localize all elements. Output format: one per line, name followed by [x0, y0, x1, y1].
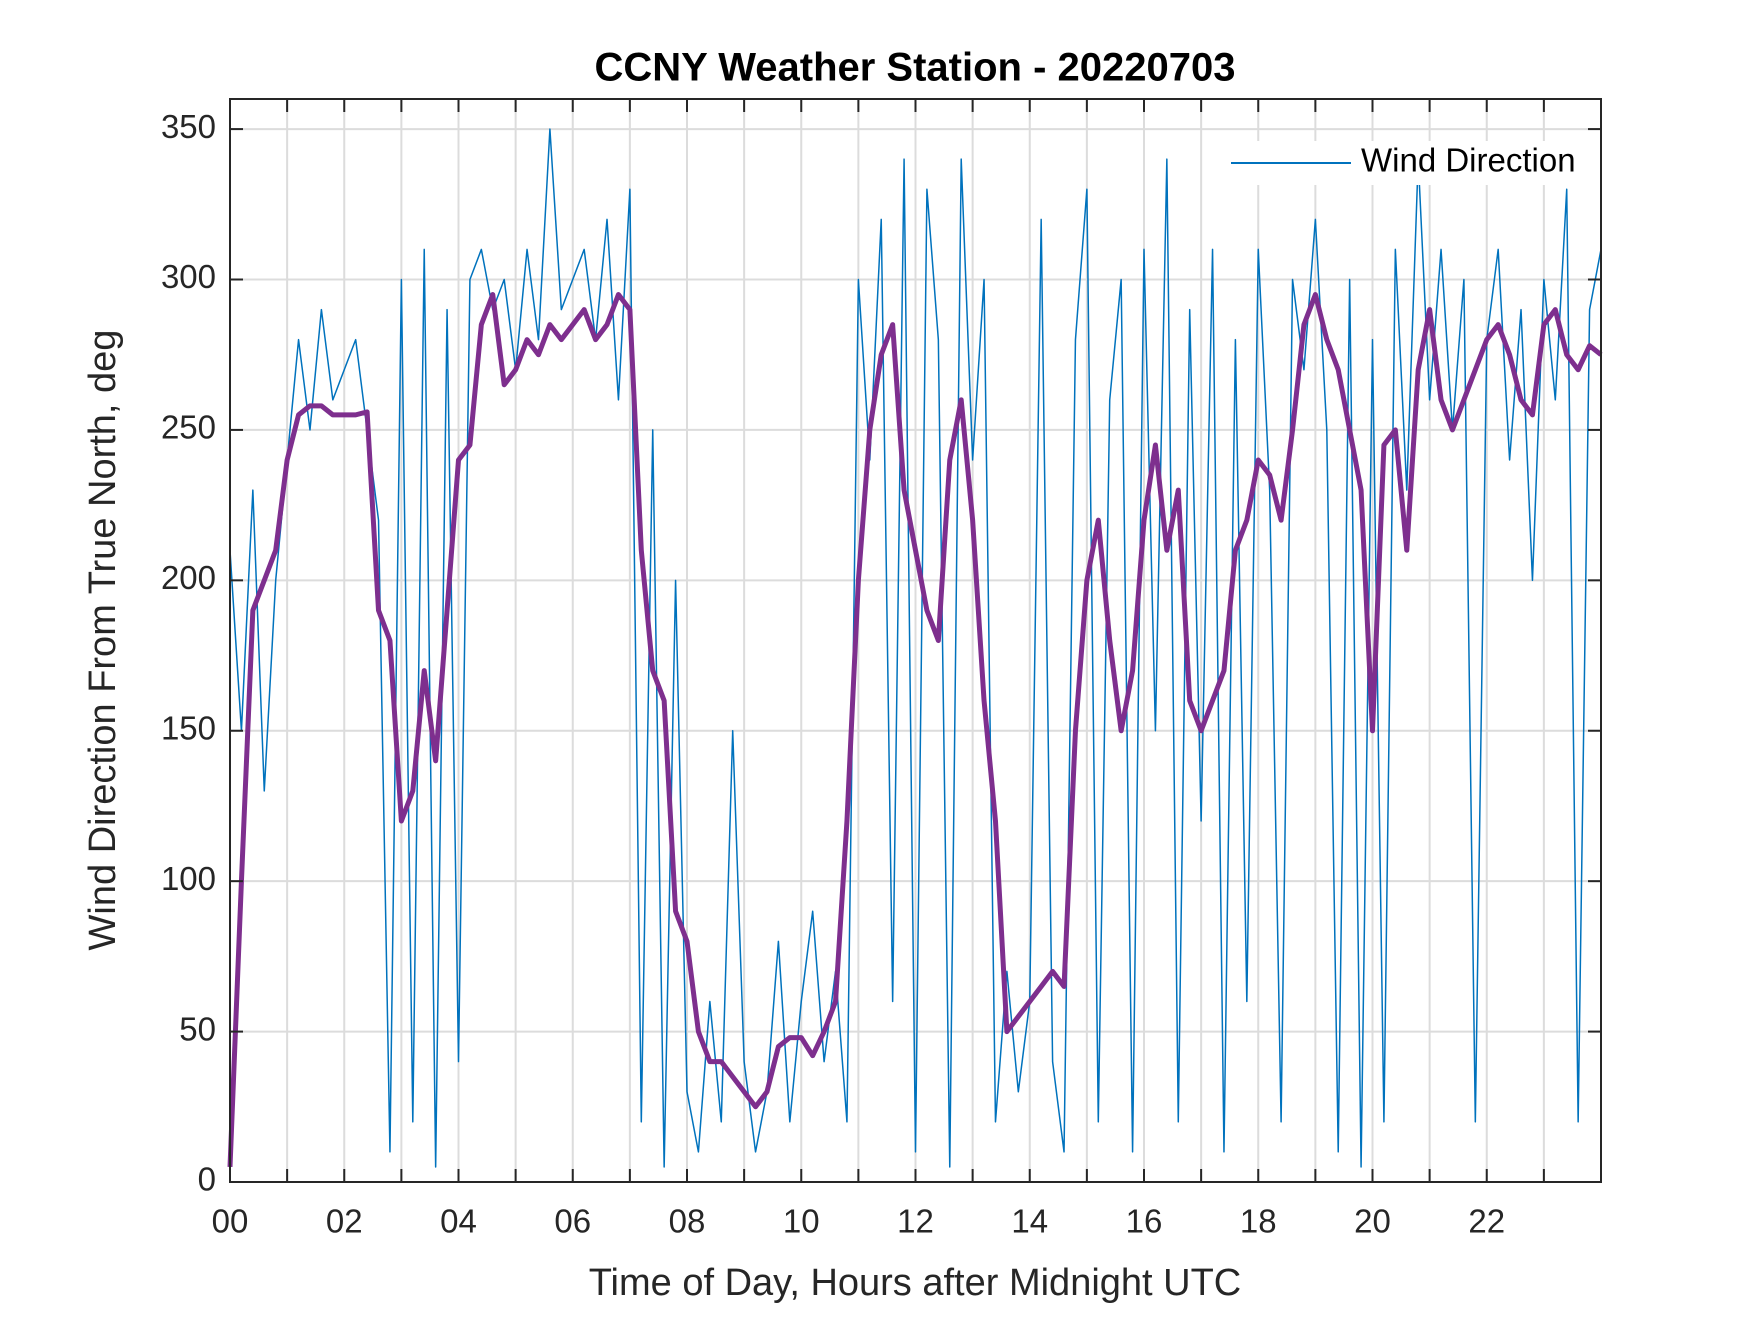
x-tick-label: 20	[1354, 1203, 1391, 1240]
y-tick-label: 100	[161, 860, 216, 897]
x-tick-label: 08	[669, 1203, 706, 1240]
chart-title: CCNY Weather Station - 20220703	[595, 46, 1236, 90]
legend-label: Wind Direction	[1361, 142, 1576, 179]
y-tick-label: 350	[161, 108, 216, 145]
plot-area	[227, 128, 1603, 1168]
y-tick-label: 150	[161, 709, 216, 746]
y-tick-label: 300	[161, 258, 216, 295]
axes: 0 50 100 150 200 250 300 350 00 02 04 06 08 10 12 14 16 1…	[161, 98, 1602, 1240]
data-line	[227, 292, 1603, 1168]
legend: Wind Direction	[1226, 141, 1581, 185]
x-tick-label: 16	[1126, 1203, 1163, 1240]
x-tick-label: 06	[554, 1203, 591, 1240]
y-tick-label: 250	[161, 409, 216, 446]
x-axis-label: Time of Day, Hours after Midnight UTC	[589, 1262, 1242, 1304]
y-tick-label: 0	[198, 1161, 216, 1198]
x-tick-label: 10	[783, 1203, 820, 1240]
x-tick-label: 18	[1240, 1203, 1277, 1240]
x-tick-label: 14	[1011, 1203, 1048, 1240]
x-tick-label: 00	[212, 1203, 249, 1240]
y-axis-label: Wind Direction From True North, deg	[82, 330, 124, 951]
x-tick-label: 22	[1468, 1203, 1505, 1240]
x-tick-label: 12	[897, 1203, 934, 1240]
axes-box	[229, 98, 1602, 1183]
y-tick-label: 50	[179, 1010, 216, 1047]
x-tick-label: 04	[440, 1203, 477, 1240]
y-tick-label: 200	[161, 559, 216, 596]
data-line	[229, 128, 1602, 1168]
x-tick-label: 02	[326, 1203, 363, 1240]
